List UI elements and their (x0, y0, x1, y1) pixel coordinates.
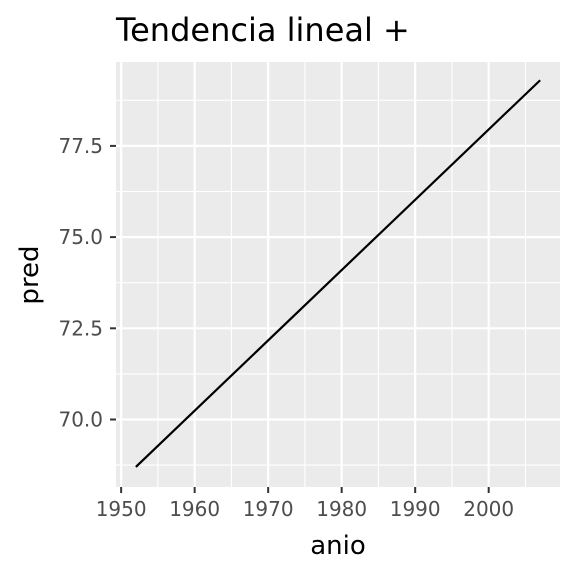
y-axis: 70.0 72.5 75.0 77.5 (58, 134, 116, 432)
x-tick-label: 1950 (96, 497, 147, 521)
y-tick-label: 75.0 (58, 225, 103, 249)
series-group (135, 79, 541, 468)
x-tick-label: 2000 (463, 497, 514, 521)
x-axis-title: anio (310, 531, 366, 561)
major-gridlines (116, 62, 560, 487)
x-tick-label: 1970 (243, 497, 294, 521)
minor-gridlines (116, 62, 560, 487)
x-axis: 1950 1960 1970 1980 1990 2000 (96, 487, 514, 521)
x-tick-label: 1960 (169, 497, 220, 521)
x-tick-label: 1980 (316, 497, 367, 521)
series-line (135, 79, 541, 468)
y-axis-title: pred (15, 245, 45, 304)
y-tick-label: 77.5 (58, 134, 103, 158)
x-tick-label: 1990 (390, 497, 441, 521)
chart-title: Tendencia lineal + (115, 11, 410, 49)
y-tick-label: 70.0 (58, 408, 103, 432)
y-tick-label: 72.5 (58, 316, 103, 340)
